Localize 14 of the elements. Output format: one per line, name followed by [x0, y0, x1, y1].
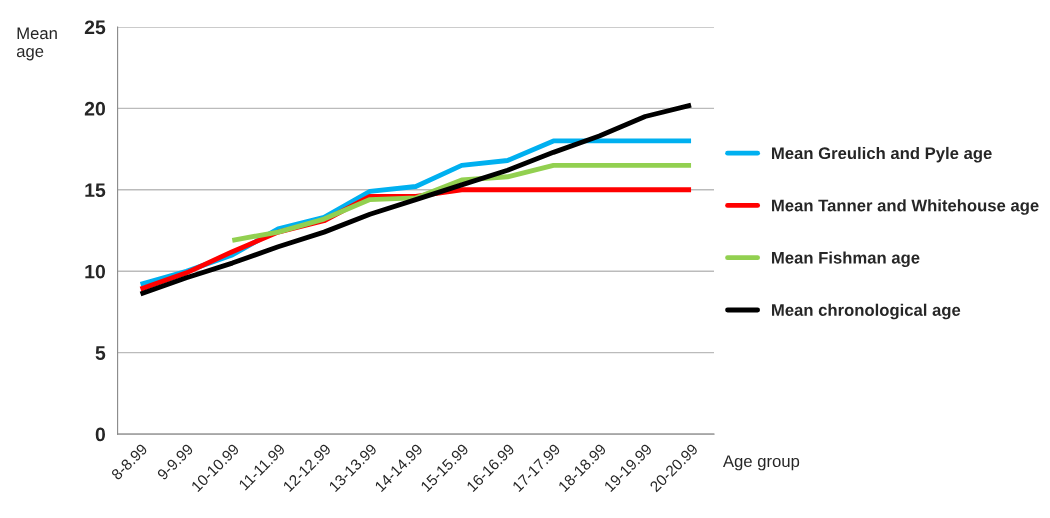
y-tick-label: 0: [95, 427, 105, 442]
legend-label: Mean Greulich and Pyle age: [772, 146, 992, 163]
y-tick-label: 20: [84, 101, 105, 116]
y-tick-label: 5: [95, 346, 106, 360]
y-tick-label: 10: [85, 264, 105, 279]
x-axis-title: Age group: [722, 455, 800, 471]
line-series: [229, 162, 694, 243]
y-axis-title: Mean age: [16, 27, 57, 61]
y-tick-label: 25: [84, 20, 106, 35]
legend-label: Mean Fishman age: [772, 251, 920, 268]
y-tick-label: 15: [85, 183, 106, 198]
legend-label: Mean chronological age: [772, 303, 961, 320]
line-series: [138, 102, 694, 297]
legend-label: Mean Tanner and Whitehouse age: [772, 199, 1039, 215]
